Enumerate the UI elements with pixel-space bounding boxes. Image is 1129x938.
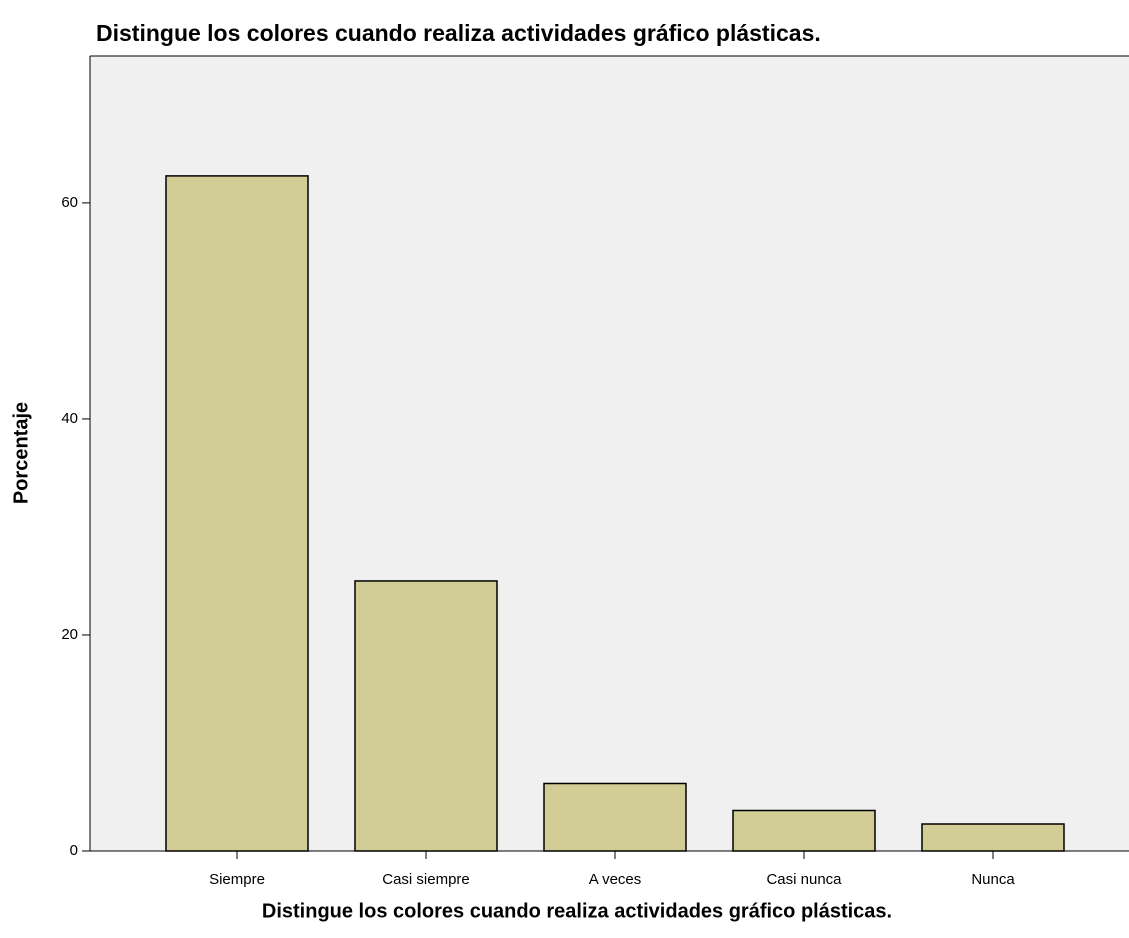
y-tick-label: 20 [61, 626, 78, 643]
x-tick-label: Casi nunca [766, 871, 842, 888]
bar [543, 782, 687, 852]
y-axis-label: Porcentaje [10, 402, 32, 504]
bar [921, 823, 1065, 852]
bar [165, 175, 309, 852]
x-tick-label: A veces [589, 871, 642, 888]
x-axis-label: Distingue los colores cuando realiza act… [262, 900, 892, 922]
y-tick-label: 40 [61, 410, 78, 427]
x-tick-label: Casi siempre [382, 871, 470, 888]
x-tick-label: Nunca [971, 871, 1015, 888]
x-tick-label: Siempre [209, 871, 265, 888]
y-tick-label: 60 [61, 194, 78, 211]
chart-title: Distingue los colores cuando realiza act… [96, 20, 821, 46]
bar [732, 809, 876, 852]
y-tick-label: 0 [70, 842, 78, 859]
bar [354, 580, 498, 852]
